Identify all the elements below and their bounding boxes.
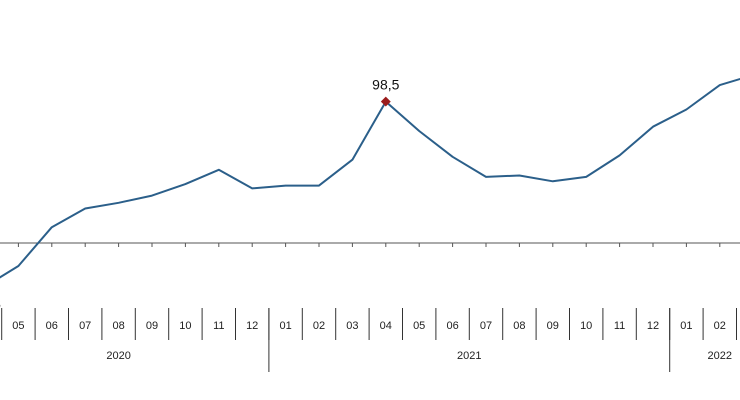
month-tick-label: 07 xyxy=(79,320,91,332)
month-tick-label: 02 xyxy=(313,320,325,332)
year-label: 2020 xyxy=(106,350,130,362)
month-tick-label: 08 xyxy=(112,320,124,332)
month-tick-label: 03 xyxy=(346,320,358,332)
month-tick-label: 02 xyxy=(714,320,726,332)
month-tick-label: 09 xyxy=(547,320,559,332)
series-line xyxy=(0,77,740,279)
month-tick-label: 07 xyxy=(480,320,492,332)
month-tick-label: 01 xyxy=(680,320,692,332)
month-tick-label: 10 xyxy=(179,320,191,332)
data-label: 98,5 xyxy=(372,77,399,93)
month-tick-label: 12 xyxy=(246,320,258,332)
data-label: -30,3 xyxy=(0,296,1,312)
month-tick-label: 06 xyxy=(46,320,58,332)
month-tick-label: 06 xyxy=(446,320,458,332)
month-tick-label: 11 xyxy=(213,320,224,332)
series-layer xyxy=(0,77,740,279)
month-tick-label: 08 xyxy=(513,320,525,332)
year-label: 2022 xyxy=(708,350,732,362)
month-tick-label: 05 xyxy=(12,320,24,332)
month-tick-label: 11 xyxy=(614,320,625,332)
month-tick-label: 09 xyxy=(146,320,158,332)
month-tick-label: 01 xyxy=(279,320,291,332)
month-tick-label: 10 xyxy=(580,320,592,332)
month-tick-label: 05 xyxy=(413,320,425,332)
year-label: 2021 xyxy=(457,350,481,362)
month-tick-label: 04 xyxy=(380,320,392,332)
axis-layer xyxy=(0,242,740,372)
month-tick-label: 12 xyxy=(647,320,659,332)
label-layer: 0405060708091011120102030405060708091011… xyxy=(0,77,732,362)
